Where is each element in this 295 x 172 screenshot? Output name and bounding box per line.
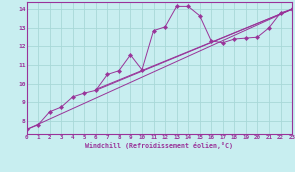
X-axis label: Windchill (Refroidissement éolien,°C): Windchill (Refroidissement éolien,°C) (85, 142, 233, 149)
